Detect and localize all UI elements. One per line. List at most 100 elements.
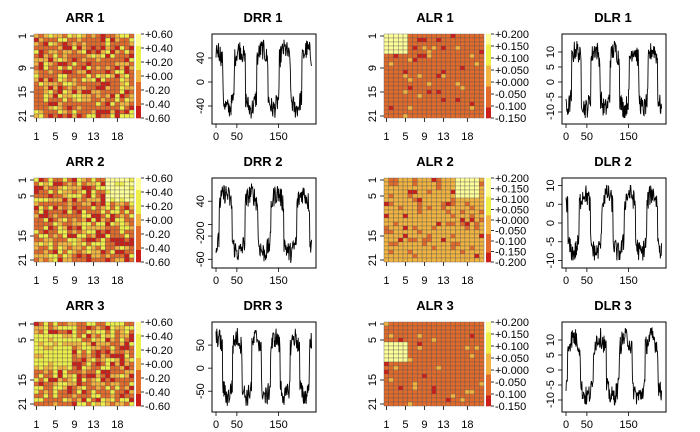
legend-tick-label: -0.100 — [495, 236, 526, 248]
heatmap-cell — [57, 213, 63, 219]
heatmap-cell — [460, 65, 466, 71]
heatmap-cell — [445, 105, 451, 111]
heatmap-cell — [393, 353, 399, 359]
heatmap-cell — [33, 181, 39, 187]
heatmap-cell — [383, 241, 389, 247]
heatmap-cell — [71, 61, 78, 67]
heatmap-cell — [76, 401, 82, 407]
heatmap-cell — [479, 373, 485, 379]
heatmap-cell — [110, 361, 116, 367]
heatmap-cell — [445, 393, 451, 399]
heatmap-cell — [417, 77, 423, 83]
heatmap-cell — [119, 113, 125, 119]
legend-swatch — [136, 238, 141, 251]
heatmap-cell — [460, 225, 466, 231]
x-tick-label: 150 — [619, 275, 637, 287]
heatmap-cell — [426, 381, 432, 387]
heatmap-cell — [445, 77, 451, 83]
heatmap-cell — [460, 221, 466, 227]
heatmap-cell — [426, 341, 432, 347]
heatmap-cell — [464, 193, 470, 199]
heatmap-cell — [431, 237, 437, 243]
heatmap-cell — [114, 93, 120, 99]
legend-tick-label: -0.60 — [145, 401, 170, 413]
y-tick-label: 21 — [17, 254, 29, 266]
heatmap-cell — [124, 213, 130, 219]
heatmap-cell — [76, 213, 82, 219]
heatmap-cell — [119, 325, 125, 331]
heatmap-cell — [105, 333, 111, 339]
heatmap-cell — [71, 369, 78, 375]
heatmap-cell — [62, 229, 68, 235]
heatmap-cell — [450, 361, 456, 367]
heatmap-cell — [388, 241, 394, 247]
heatmap-cell — [105, 325, 111, 331]
heatmap-cell — [52, 369, 58, 375]
heatmap-cell — [105, 341, 111, 347]
heatmap-cell — [105, 393, 111, 399]
heatmap-cell — [110, 393, 116, 399]
heatmap-cell — [57, 225, 63, 231]
heatmap-cell — [81, 205, 87, 211]
panel-title: DRR 1 — [243, 10, 282, 25]
heatmap-cell — [383, 397, 389, 403]
heatmap-cell — [110, 229, 116, 235]
heatmap-cell — [57, 181, 63, 187]
heatmap-cell — [33, 193, 39, 199]
heatmap-cell — [469, 373, 475, 379]
heatmap-cell — [436, 257, 442, 263]
y-tick-label: 10 — [545, 46, 557, 58]
heatmap-cell — [455, 89, 461, 95]
heatmap-cell — [81, 213, 87, 219]
heatmap-cell — [450, 37, 456, 43]
heatmap-cell — [62, 253, 68, 259]
heatmap-cell — [388, 365, 394, 371]
panel-title: ALR 3 — [416, 298, 454, 313]
heatmap-cell — [455, 373, 461, 379]
heatmap-cell — [445, 329, 451, 335]
heatmap-cell — [95, 233, 101, 239]
heatmap-cell — [412, 249, 418, 255]
y-tick-label: 5 — [545, 352, 557, 358]
heatmap-cell — [62, 377, 68, 383]
heatmap-cell — [431, 97, 437, 103]
heatmap-cell — [52, 85, 58, 91]
heatmap-cell — [431, 361, 437, 367]
heatmap-cell — [90, 389, 97, 395]
heatmap — [33, 321, 135, 407]
heatmap-cell — [426, 401, 432, 407]
heatmap-cell — [33, 361, 39, 367]
heatmap-cell — [95, 249, 101, 255]
heatmap-cell — [81, 241, 87, 247]
heatmap-cell — [407, 337, 413, 343]
heatmap-cell — [421, 381, 428, 387]
y-tick-label: 1 — [17, 177, 29, 183]
heatmap-cell — [95, 389, 101, 395]
heatmap-cell — [445, 101, 451, 107]
heatmap-cell — [383, 45, 389, 51]
heatmap-cell — [421, 33, 428, 39]
heatmap-cell — [407, 357, 413, 363]
heatmap-cell — [114, 237, 120, 243]
heatmap-cell — [38, 177, 44, 183]
heatmap-cell — [38, 329, 44, 335]
heatmap-cell — [407, 401, 413, 407]
heatmap-cell — [464, 237, 470, 243]
heatmap-cell — [105, 49, 111, 55]
heatmap-cell — [119, 49, 125, 55]
heatmap-cell — [86, 177, 92, 183]
heatmap-cell — [110, 333, 116, 339]
heatmap-cell — [67, 61, 73, 67]
heatmap-cell — [33, 325, 39, 331]
heatmap-cell — [105, 229, 111, 235]
heatmap-cell — [71, 233, 78, 239]
heatmap-cell — [62, 65, 68, 71]
heatmap-cell — [469, 349, 475, 355]
legend-swatch — [136, 322, 141, 335]
heatmap-cell — [90, 233, 97, 239]
heatmap-cell — [474, 65, 480, 71]
heatmap-cell — [119, 397, 125, 403]
heatmap-cell — [114, 89, 120, 95]
y-tick-label: -5 — [545, 92, 557, 102]
heatmap-cell — [57, 97, 63, 103]
